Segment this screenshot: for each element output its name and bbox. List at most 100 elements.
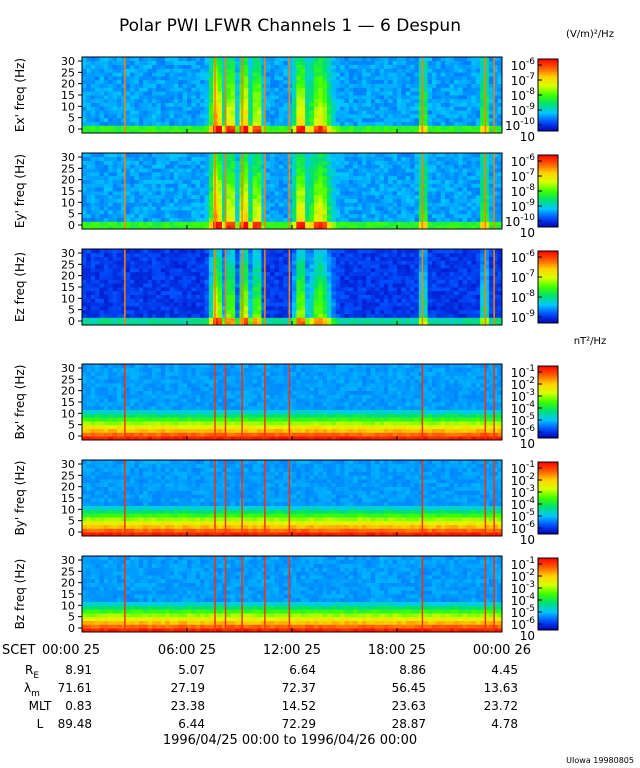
colorbar-step	[538, 189, 558, 192]
spectrogram-cell	[370, 60, 376, 65]
spectrogram-cell	[95, 317, 100, 322]
spectrogram-cell	[493, 114, 499, 119]
spectrogram-cell	[270, 175, 275, 180]
spectrogram-cell	[121, 160, 127, 165]
spectrogram-cell	[121, 117, 127, 122]
spectrogram-cell	[265, 283, 271, 288]
spectrogram-cell	[134, 306, 140, 311]
spectrogram-cell	[222, 60, 227, 65]
spectrogram-cell	[370, 168, 376, 173]
spectrogram-cell	[265, 249, 271, 254]
spectrogram-cell	[103, 321, 109, 326]
spectrogram-cell	[165, 95, 170, 100]
spectrogram-cell	[130, 106, 135, 111]
spectrogram-cell	[462, 57, 468, 62]
spectrogram-cell	[143, 191, 149, 196]
spectrogram-cell	[82, 91, 87, 96]
spectrogram-cell	[467, 187, 472, 192]
spectrogram-cell	[405, 175, 411, 180]
spectrogram-cell	[243, 121, 249, 126]
spectrogram-cell	[432, 172, 437, 177]
spectrogram-cell	[265, 252, 271, 257]
spectrogram-cell	[436, 98, 442, 103]
spectrogram-cell	[178, 64, 184, 69]
spectrogram-cell	[440, 79, 446, 84]
spectrogram-cell	[366, 206, 372, 211]
spectrogram-cell	[405, 129, 411, 134]
spectrogram-cell	[261, 210, 267, 215]
spectrogram-cell	[117, 217, 122, 222]
spectrogram-cell	[331, 179, 337, 184]
spectrogram-cell	[353, 187, 359, 192]
colorbar-step	[538, 87, 558, 90]
spectrogram-cell	[191, 172, 197, 177]
spectrogram-cell	[208, 114, 214, 119]
spectrogram-cell	[95, 160, 100, 165]
spectrogram-cell	[440, 225, 446, 230]
spectrogram-cell	[200, 202, 205, 207]
spectrogram-cell	[125, 271, 131, 276]
spectrogram-cell	[283, 321, 289, 326]
spectrogram-cell	[86, 187, 92, 192]
spectrogram-cell	[265, 83, 271, 88]
spectrogram-cell	[112, 302, 118, 307]
spectrogram-cell	[410, 179, 415, 184]
spectrogram-cell	[121, 156, 127, 161]
spectrogram-cell	[467, 110, 472, 115]
spectrogram-cell	[248, 68, 254, 73]
spectrogram-cell	[370, 198, 376, 203]
spectrogram-cell	[195, 210, 201, 215]
spectrogram-cell	[152, 106, 157, 111]
spectrogram-cell	[90, 164, 96, 169]
spectrogram-cell	[414, 91, 420, 96]
spectrogram-cell	[418, 153, 424, 158]
spectrogram-cell	[86, 102, 92, 107]
spectrogram-cell	[397, 153, 402, 158]
spectrogram-cell	[493, 194, 499, 199]
spectrogram-cell	[270, 72, 275, 77]
spectrogram-cell	[453, 221, 459, 226]
spectrogram-cell	[467, 98, 472, 103]
spectrogram-cell	[375, 175, 380, 180]
spectrogram-cell	[117, 168, 122, 173]
spectrogram-cell	[204, 106, 210, 111]
spectrogram-cell	[178, 129, 184, 134]
spectrogram-cell	[230, 153, 236, 158]
spectrogram-cell	[453, 179, 459, 184]
spectrogram-cell	[274, 91, 280, 96]
spectrogram-cell	[366, 221, 372, 226]
spectrogram-cell	[252, 175, 258, 180]
spectrogram-cell	[471, 98, 477, 103]
spectrogram-cell	[152, 271, 157, 276]
spectrogram-cell	[226, 249, 232, 254]
spectrogram-cell	[427, 194, 433, 199]
spectrogram-cell	[292, 225, 297, 230]
spectrogram-cell	[147, 260, 153, 265]
spectrogram-cell	[375, 206, 380, 211]
spectrogram-cell	[292, 91, 297, 96]
spectrogram-cell	[313, 202, 319, 207]
spectrogram-cell	[95, 79, 100, 84]
spectrogram-cell	[283, 121, 289, 126]
spectrogram-cell	[134, 153, 140, 158]
spectrogram-cell	[173, 194, 179, 199]
spectrogram-cell	[432, 198, 437, 203]
spectrogram-cell	[108, 321, 114, 326]
spectrogram-cell	[160, 249, 166, 254]
spectrogram-cell	[112, 264, 118, 269]
spectrogram-cell	[86, 194, 92, 199]
spectrogram-cell	[95, 102, 100, 107]
spectrogram-cell	[121, 164, 127, 169]
spectrogram-cell	[217, 72, 223, 77]
spectrogram-cell	[278, 168, 284, 173]
spectrogram-cell	[440, 221, 446, 226]
spectrogram-cell	[436, 164, 442, 169]
spectrogram-cell	[82, 191, 87, 196]
spectrogram-cell	[173, 294, 179, 299]
spectrogram-cell	[313, 110, 319, 115]
spectrogram-cell	[138, 221, 144, 226]
spectrogram-cell	[187, 179, 192, 184]
spectrogram-cell	[270, 313, 275, 318]
spectrogram-cell	[283, 313, 289, 318]
spectrogram-cell	[173, 283, 179, 288]
